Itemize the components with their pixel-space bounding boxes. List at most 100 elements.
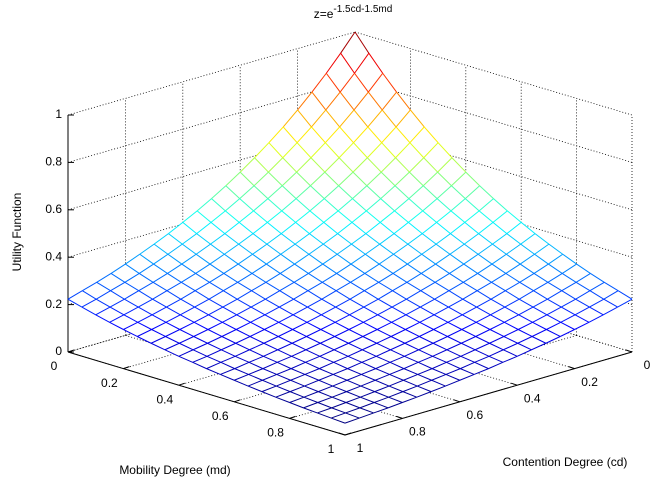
mesh-edge xyxy=(546,314,561,323)
mesh-edge xyxy=(280,233,296,245)
mesh-edge xyxy=(296,142,312,159)
mesh-edge xyxy=(306,314,322,323)
mesh-edge xyxy=(349,290,365,300)
mesh-edge xyxy=(322,253,338,265)
mesh-edge xyxy=(239,198,254,212)
mesh-edge xyxy=(151,329,166,337)
mesh-edge xyxy=(463,253,479,265)
mesh-edge xyxy=(277,342,293,351)
mesh-edge xyxy=(224,253,239,265)
mesh-edge xyxy=(194,298,210,308)
x-tick xyxy=(338,432,346,436)
mesh-edge xyxy=(238,221,254,234)
mesh-edge xyxy=(517,321,533,330)
mesh-edge xyxy=(359,407,374,414)
mesh-edge xyxy=(263,355,278,363)
mesh-edge xyxy=(319,361,334,370)
mesh-edge xyxy=(367,126,383,144)
mesh-edge xyxy=(178,349,194,357)
mesh-edge xyxy=(477,243,493,255)
mesh-edge xyxy=(336,273,351,283)
mesh-edge xyxy=(374,391,389,398)
mesh-edge xyxy=(376,336,392,344)
mesh-edge xyxy=(234,361,250,370)
mesh-edge xyxy=(445,379,460,387)
mesh-edge xyxy=(263,342,278,351)
mesh-edge xyxy=(304,379,319,387)
mesh-edge xyxy=(239,185,255,200)
mesh-edge xyxy=(421,243,437,255)
mesh-edge xyxy=(194,290,210,300)
mesh-edge xyxy=(281,210,296,223)
y-tick xyxy=(344,432,352,436)
mesh-edge xyxy=(265,298,280,308)
mesh-edge xyxy=(617,298,633,308)
mesh-edge xyxy=(603,290,619,300)
mesh-edge xyxy=(330,412,346,419)
x-tick xyxy=(511,382,518,386)
mesh-edge xyxy=(195,243,211,255)
mesh-edge xyxy=(574,314,590,323)
mesh-edge xyxy=(290,368,306,375)
y-tick xyxy=(123,366,130,370)
mesh-edge xyxy=(291,342,307,351)
mesh-edge xyxy=(410,109,425,128)
mesh-edge xyxy=(95,290,111,300)
mesh-edge xyxy=(547,290,563,300)
mesh-edge xyxy=(138,298,153,308)
mesh-edge xyxy=(251,273,267,283)
mesh-edge xyxy=(353,126,369,144)
mesh-edge xyxy=(150,336,166,344)
mesh-edge xyxy=(152,298,167,308)
mesh-edge xyxy=(253,171,269,187)
mesh-edge xyxy=(67,290,83,300)
mesh-edge xyxy=(604,281,619,292)
mesh-edge xyxy=(450,233,465,245)
mesh-edge xyxy=(193,314,209,323)
mesh-edge xyxy=(561,290,576,300)
x-tick-label: 0.4 xyxy=(524,391,541,405)
mesh-edge xyxy=(478,233,493,245)
mesh-edge xyxy=(393,243,409,255)
mesh-edge xyxy=(419,336,434,344)
mesh-edge xyxy=(531,336,547,344)
mesh-edge xyxy=(110,281,126,292)
mesh-edge xyxy=(195,273,210,283)
mesh-edge xyxy=(165,321,181,330)
mesh-edge xyxy=(193,336,208,344)
mesh-edge xyxy=(402,396,417,403)
mesh-edge xyxy=(390,349,405,357)
mesh-edge xyxy=(196,210,212,223)
mesh-edge xyxy=(239,157,255,173)
mesh-edge xyxy=(393,253,408,265)
mesh-edge xyxy=(365,243,380,255)
mesh-edge xyxy=(476,281,492,292)
mesh-edge xyxy=(237,253,253,265)
mesh-edge xyxy=(375,355,391,363)
z-tick-label: 0.2 xyxy=(45,297,62,311)
mesh-edge xyxy=(361,361,376,370)
mesh-edge xyxy=(236,314,251,323)
mesh-edge xyxy=(431,379,446,387)
mesh-edge xyxy=(335,290,351,300)
mesh-edge xyxy=(337,233,352,245)
mesh-edge xyxy=(207,342,222,351)
mesh-edge xyxy=(262,361,278,370)
x-tick-label: 0.8 xyxy=(409,425,426,439)
mesh-edge xyxy=(182,233,197,245)
mesh-edge xyxy=(181,281,196,292)
mesh-edge xyxy=(460,368,475,375)
mesh-edge xyxy=(377,314,392,323)
mesh-edge xyxy=(418,355,433,363)
mesh-edge xyxy=(362,336,377,344)
mesh-edge xyxy=(332,385,347,393)
mesh-edge xyxy=(235,342,250,351)
mesh-edge xyxy=(436,221,451,234)
mesh-edge xyxy=(394,198,410,212)
mesh-edge xyxy=(209,273,225,283)
mesh-edge xyxy=(431,368,447,375)
mesh-edge xyxy=(109,298,125,308)
mesh-edge xyxy=(221,349,236,357)
mesh-edge xyxy=(390,342,406,351)
mesh-edge xyxy=(263,349,278,357)
